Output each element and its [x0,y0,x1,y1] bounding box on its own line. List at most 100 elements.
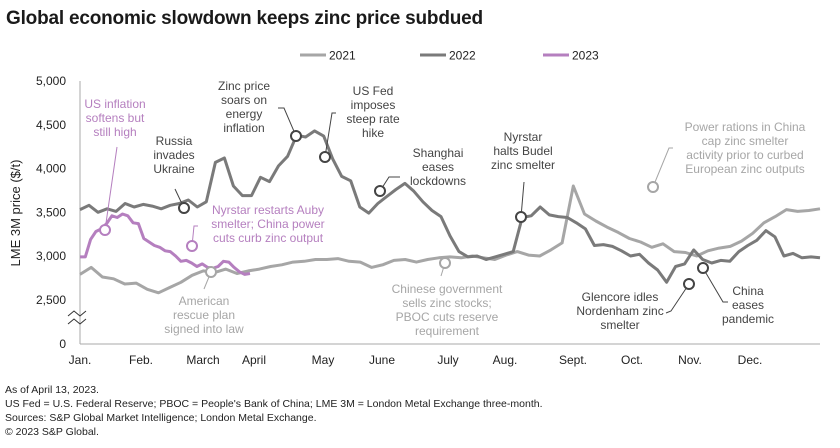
annotation-line: Glencore idles [582,290,659,304]
series-line-2023 [80,212,251,276]
annotation-text: Nyrstar halts Budel zinc smelter [491,130,555,172]
annotation-leader [191,225,198,247]
y-tick-label: 3,000 [36,249,66,263]
annotation-text: China eases pandemic [722,284,774,326]
annotation: Shanghai eases lockdowns [374,146,466,197]
annotation-leader [652,147,673,188]
legend-label: 2022 [449,49,476,63]
annotation-line: smelter [600,318,639,332]
footer-sources: Sources: S&P Global Market Intelligence;… [5,412,317,424]
x-tick-label: Nov. [678,353,702,367]
annotation-line: Chinese government [392,282,503,296]
annotation: American rescue plan signed into law [164,266,244,336]
annotation-marker [515,211,527,223]
annotation-line: China [732,284,764,298]
axis-break-icon [67,318,87,325]
y-tick-label: 3,500 [36,205,66,219]
annotation-text: Zinc price soars on energy inflation [218,79,270,135]
x-tick-label: April [242,353,266,367]
legend: 2021 2022 2023 [300,49,599,63]
annotation-line: pandemic [722,312,774,326]
annotation-line: Nyrstar restarts Auby [212,203,324,217]
annotation-line: signed into law [164,322,244,336]
annotation-line: PBOC cuts reserve [396,310,499,324]
annotation: Power rations in China cap zinc smelter ac… [647,120,806,193]
annotation-text: US inflation softens but still high [84,97,145,139]
annotation-line: Power rations in China [685,120,806,134]
annotation-text: Power rations in China cap zinc smelter ac… [685,120,806,176]
annotation-marker [186,240,198,252]
y-tick-label: 4,000 [36,162,66,176]
x-tick-label: Feb. [129,353,153,367]
x-tick-label: Aug. [493,353,518,367]
annotation-line: Shanghai [413,146,464,160]
x-tick-label: May [312,353,335,367]
annotation-line: eases [732,298,764,312]
annotation-text: Nyrstar restarts Auby smelter; China powe… [211,203,324,245]
x-tick-label: Jan. [69,353,92,367]
annotation: US inflation softens but still high [84,97,146,236]
footer-copyright: © 2023 S&P Global. [5,426,99,438]
annotation-marker [374,185,386,197]
annotation-line: cap zinc smelter [702,134,789,148]
annotation-line: soars on [221,93,267,107]
y-tick-label: 0 [59,337,66,351]
x-tick-label: June [369,353,395,367]
footer-abbreviations: US Fed = U.S. Federal Reserve; PBOC = Pe… [5,398,543,410]
annotation: Russia invades Ukraine [153,134,195,214]
annotation-line: eases [422,160,454,174]
y-tick-label: 5,000 [36,74,66,88]
annotation-line: softens but [86,111,145,125]
annotation-leader [702,267,728,303]
annotation-marker [290,130,302,142]
annotation-line: US Fed [353,84,394,98]
annotation-line: imposes [351,98,396,112]
annotation-line: hike [362,126,384,140]
annotation-line: smelter; China power [211,217,324,231]
x-tick-label: Sept. [559,353,587,367]
annotation-text: Glencore idles Nordenham zinc smelter [576,290,663,332]
annotation-text: Chinese government sells zinc stocks; PBOC… [392,282,503,338]
chart-title: Global economic slowdown keeps zinc pric… [6,8,483,29]
annotation-line: still high [93,125,136,139]
annotation-marker [439,257,451,269]
axis-break-icon [67,310,87,317]
annotation-line: Ukraine [153,162,195,176]
annotation-text: Shanghai eases lockdowns [410,146,466,188]
annotation-line: US inflation [84,97,145,111]
series-lines [79,129,821,295]
annotation: China eases pandemic [697,262,774,326]
annotation-line: Zinc price [218,79,270,93]
annotation-marker [205,266,217,278]
annotation-line: Nyrstar [504,130,543,144]
annotation-line: Russia [156,134,193,148]
annotation-line: European zinc outputs [685,162,804,176]
annotation-marker [647,181,659,193]
annotation-line: energy [226,107,263,121]
annotation-line: zinc smelter [491,158,555,172]
y-tick-label: 4,500 [36,118,66,132]
annotation-line: activity prior to curbed [686,148,803,162]
annotation-marker [683,278,695,290]
annotation-leader [278,107,297,137]
annotation-line: American [179,294,230,308]
annotation-line: rescue plan [173,308,235,322]
annotation-marker [697,262,709,274]
series-line-2021 [79,184,821,295]
annotation-line: cuts curb zinc output [213,231,324,245]
annotation-line: Nordenham zinc [576,304,663,318]
annotation-line: lockdowns [410,174,466,188]
annotation: Chinese government sells zinc stocks; PBOC… [392,257,503,338]
legend-item: 2021 [300,49,356,63]
annotation-text: American rescue plan signed into law [164,294,244,336]
legend-label: 2021 [329,49,356,63]
annotation-line: invades [153,148,194,162]
annotation-text: US Fed imposes steep rate hike [346,84,400,140]
annotation: Glencore idles Nordenham zinc smelter [576,278,695,332]
x-tick-label: March [186,353,219,367]
annotation-line: requirement [415,324,480,338]
annotation-leader [324,112,336,158]
